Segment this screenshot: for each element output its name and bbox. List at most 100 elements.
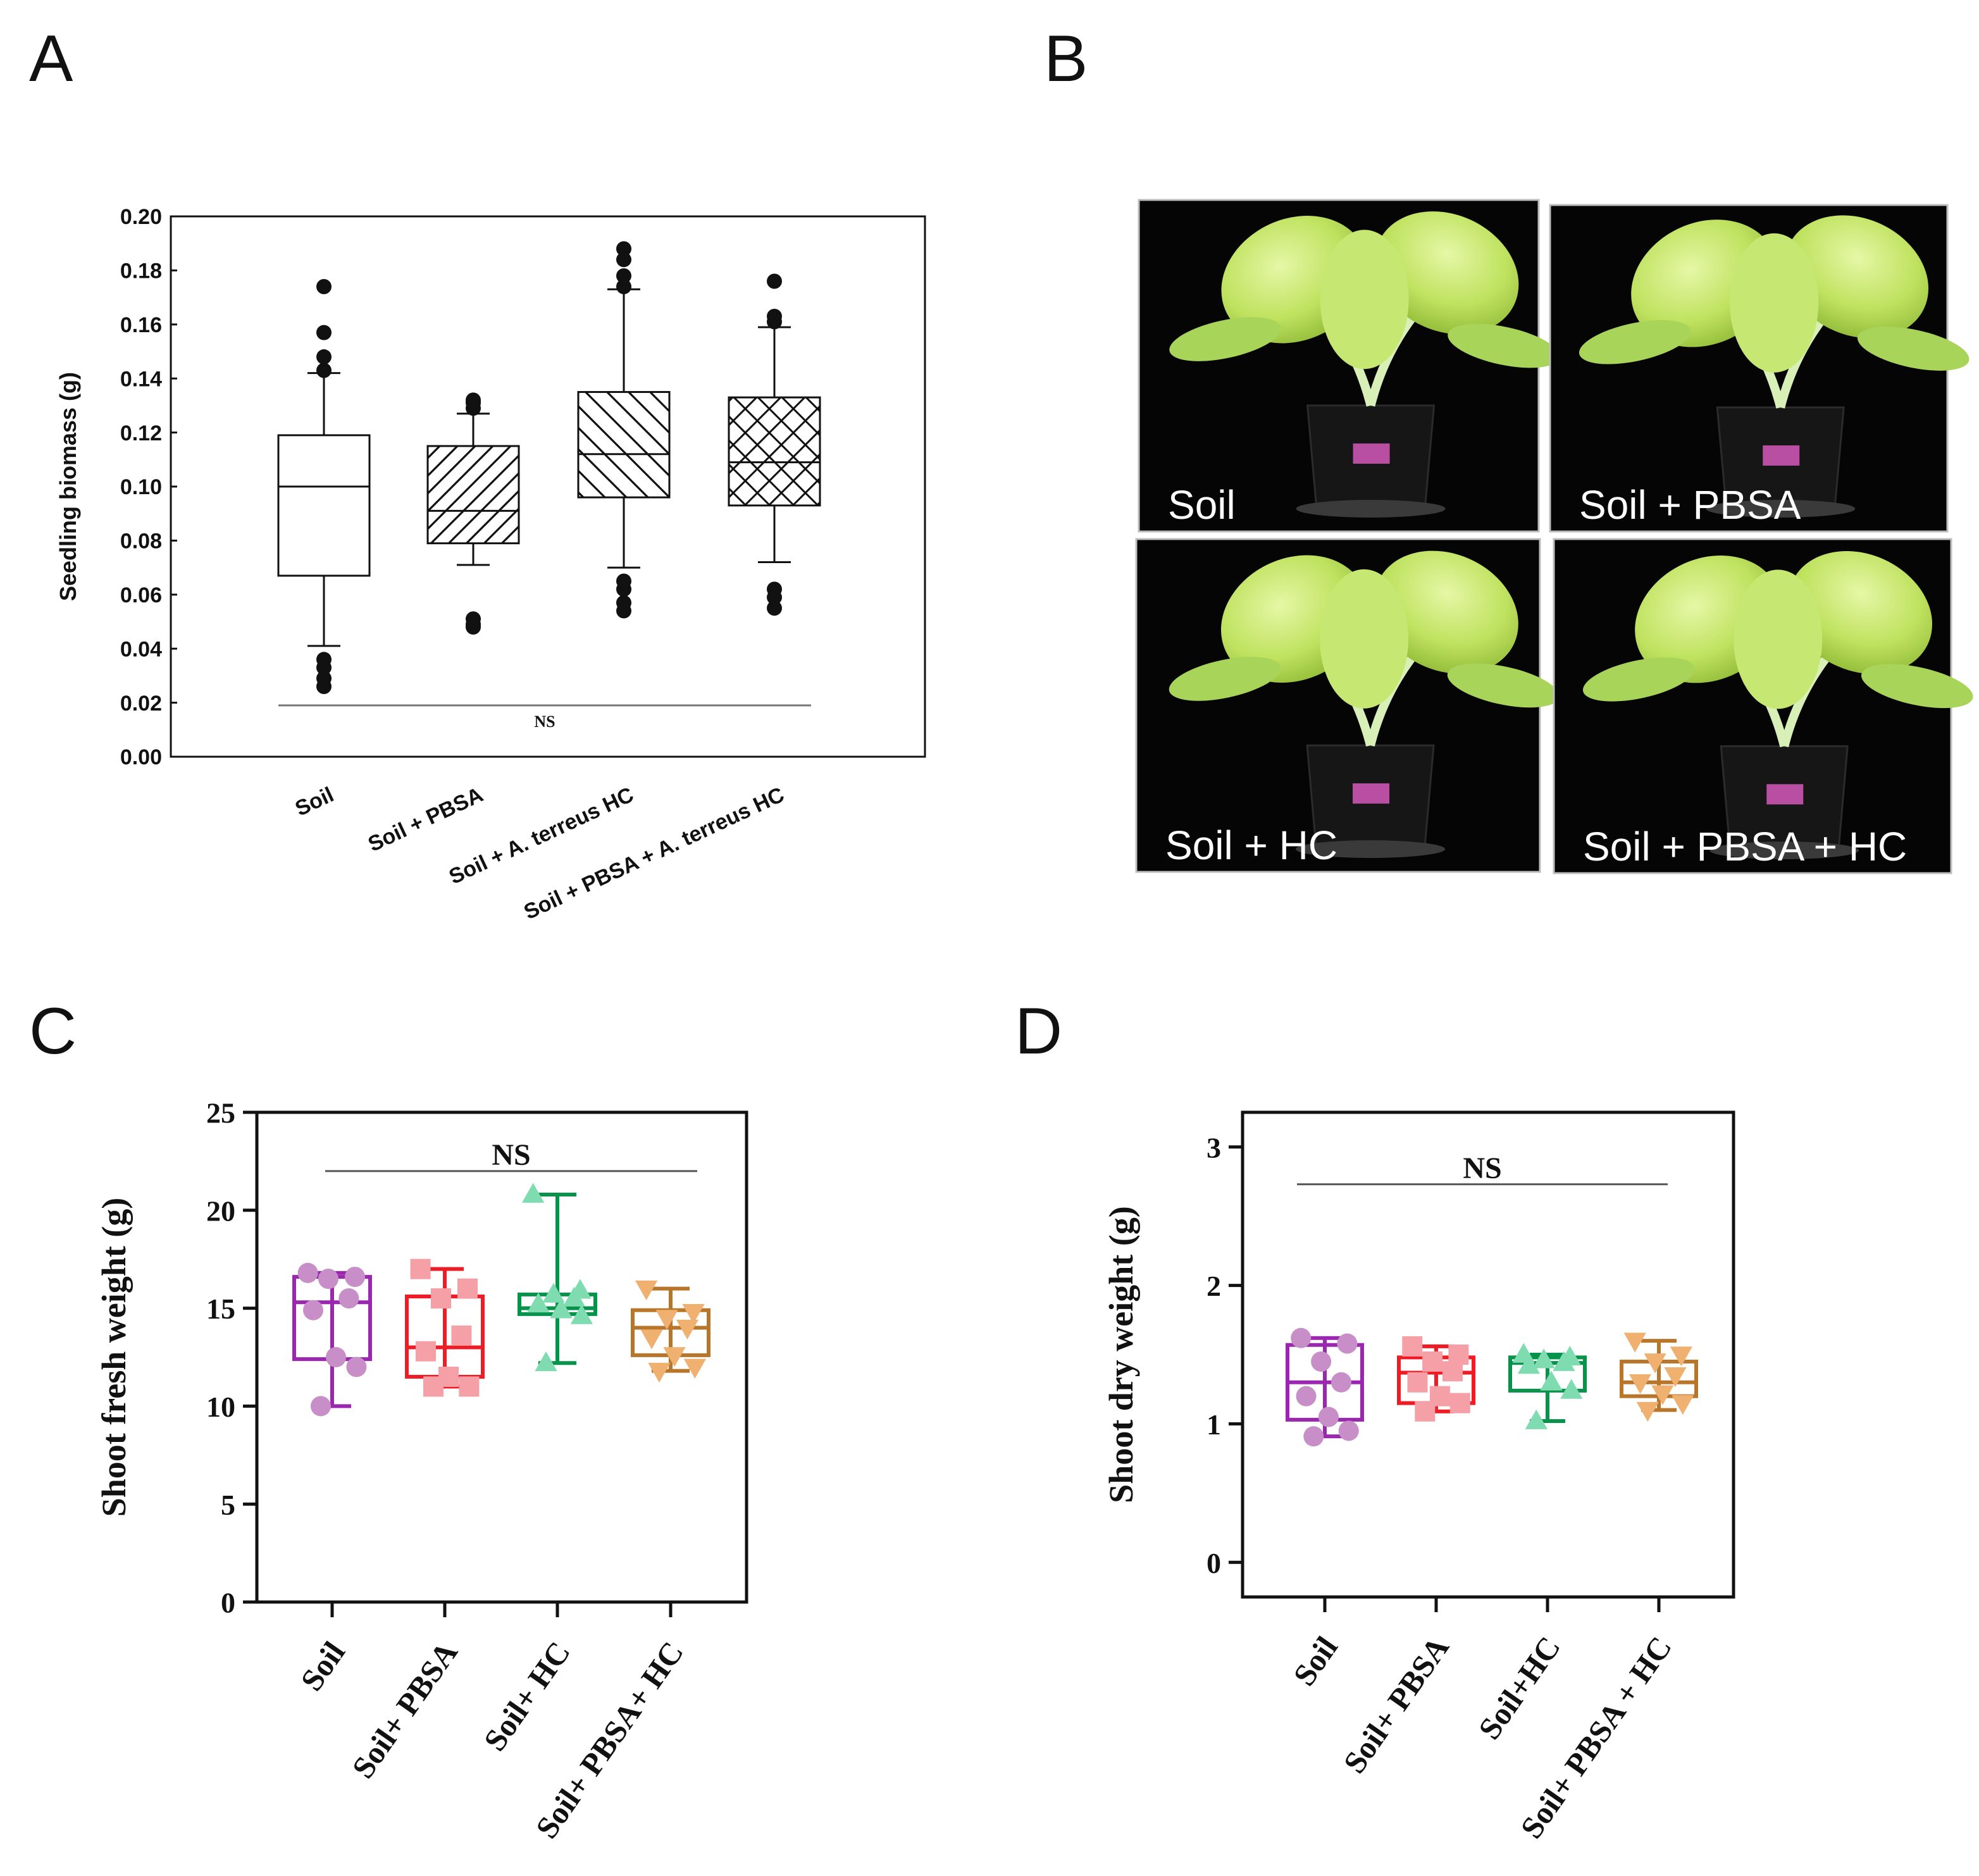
data-point bbox=[562, 1286, 585, 1307]
plot-frame bbox=[255, 1110, 748, 1604]
y-tick-label: 0.10 bbox=[120, 475, 162, 499]
y-axis-label: Shoot dry weight (g) bbox=[1102, 1206, 1140, 1503]
data-point bbox=[640, 1329, 663, 1350]
data-point bbox=[1517, 1354, 1541, 1374]
data-point bbox=[1664, 1367, 1687, 1388]
leaf bbox=[1374, 211, 1519, 335]
outlier-point bbox=[767, 273, 782, 289]
outlier-point bbox=[466, 619, 481, 635]
data-point bbox=[1553, 1351, 1575, 1371]
data-point bbox=[1623, 1332, 1646, 1353]
leaf bbox=[1582, 657, 1695, 702]
pot-tray bbox=[1296, 840, 1446, 858]
y-tick-label: 0 bbox=[1207, 1547, 1221, 1579]
data-point bbox=[459, 1376, 480, 1397]
panel-label-b: B bbox=[1044, 22, 1088, 96]
x-category-label: Soil+ PBSA bbox=[1336, 1630, 1456, 1779]
box-0 bbox=[277, 279, 371, 694]
x-category-label: Soil bbox=[294, 1635, 352, 1697]
y-tick-label: 1 bbox=[1207, 1408, 1221, 1441]
data-point bbox=[527, 1293, 550, 1313]
box-3 bbox=[728, 273, 821, 616]
leaf bbox=[1788, 551, 1933, 674]
data-point bbox=[297, 1262, 318, 1283]
pot-tray bbox=[1706, 500, 1856, 518]
y-tick-label: 0 bbox=[221, 1587, 235, 1619]
outlier-point bbox=[767, 600, 782, 616]
data-point bbox=[451, 1325, 472, 1346]
y-tick-label: 0.18 bbox=[120, 259, 162, 283]
x-category-label: Soil+HC bbox=[1472, 1630, 1567, 1746]
data-point bbox=[338, 1288, 359, 1309]
plant-photo-2: Soil + HC bbox=[1135, 538, 1560, 873]
box-2 bbox=[518, 1183, 597, 1372]
box-iqr bbox=[277, 434, 371, 577]
box-1 bbox=[1397, 1336, 1475, 1422]
data-point bbox=[326, 1347, 346, 1367]
outlier-point bbox=[616, 252, 631, 268]
data-point bbox=[550, 1298, 573, 1319]
significance-label: NS bbox=[534, 712, 555, 731]
panel-label-a: A bbox=[29, 22, 73, 96]
y-tick-label: 0.00 bbox=[120, 745, 162, 769]
data-point bbox=[345, 1267, 365, 1288]
x-category-label: Soil bbox=[292, 783, 338, 821]
y-tick-label: 5 bbox=[221, 1489, 235, 1521]
data-point bbox=[1415, 1401, 1436, 1422]
panel-label-c: C bbox=[29, 995, 77, 1068]
plant-photo-1: Soil + PBSA bbox=[1549, 204, 1970, 533]
y-tick-label: 0.06 bbox=[120, 583, 162, 607]
leaf bbox=[1730, 233, 1819, 373]
data-point bbox=[416, 1341, 436, 1362]
box-0 bbox=[1286, 1327, 1364, 1447]
x-category-label: Soil + PBSA + A. terreus HC bbox=[520, 783, 788, 924]
data-point bbox=[318, 1269, 338, 1289]
data-point bbox=[1331, 1372, 1351, 1393]
significance-label: NS bbox=[492, 1138, 530, 1172]
data-point bbox=[542, 1283, 565, 1303]
data-point bbox=[457, 1278, 478, 1299]
data-point bbox=[1636, 1401, 1659, 1422]
data-point bbox=[663, 1347, 686, 1367]
data-point bbox=[1337, 1333, 1358, 1354]
data-point bbox=[1407, 1372, 1428, 1393]
outlier-point bbox=[767, 314, 782, 330]
y-tick-label: 15 bbox=[206, 1293, 235, 1325]
outlier-point bbox=[616, 268, 631, 283]
data-point bbox=[635, 1280, 658, 1301]
data-point bbox=[1672, 1395, 1694, 1415]
outlier-point bbox=[767, 590, 782, 606]
outlier-point bbox=[466, 401, 481, 416]
data-point bbox=[648, 1362, 671, 1383]
data-point bbox=[655, 1310, 678, 1330]
y-tick-label: 0.16 bbox=[120, 313, 162, 337]
y-tick-label: 20 bbox=[206, 1195, 235, 1227]
data-point bbox=[423, 1376, 444, 1397]
box-3 bbox=[1620, 1332, 1698, 1422]
data-point bbox=[346, 1357, 367, 1377]
leaf bbox=[1320, 569, 1409, 709]
leaf bbox=[1374, 550, 1518, 674]
pot-tray bbox=[1296, 500, 1446, 518]
photo-label: Soil + HC bbox=[1165, 823, 1337, 868]
leaf bbox=[1857, 326, 1970, 371]
photo-label: Soil + PBSA bbox=[1579, 482, 1801, 528]
outlier-point bbox=[316, 678, 332, 694]
pot-tray bbox=[1709, 842, 1859, 859]
data-point bbox=[535, 1351, 557, 1372]
outlier-point bbox=[616, 279, 631, 295]
plant-photo-3: Soil + PBSA + HC bbox=[1553, 538, 1973, 874]
outlier-point bbox=[616, 241, 631, 257]
chart-a-seedling-biomass: 0.00 0.02 0.04 0.06 0.08 0.10 0.12 0.14 0.16 0.18… bbox=[55, 205, 926, 924]
data-point bbox=[683, 1358, 706, 1379]
data-point bbox=[1442, 1361, 1463, 1382]
data-point bbox=[1651, 1385, 1674, 1405]
leaf bbox=[1169, 317, 1281, 361]
y-axis-label: Shoot fresh weight (g) bbox=[95, 1198, 133, 1517]
data-point bbox=[1303, 1426, 1324, 1447]
pot-tag bbox=[1766, 784, 1804, 805]
y-tick-label: 25 bbox=[206, 1097, 235, 1129]
pot-tag bbox=[1353, 443, 1390, 464]
box-1 bbox=[405, 1258, 485, 1397]
